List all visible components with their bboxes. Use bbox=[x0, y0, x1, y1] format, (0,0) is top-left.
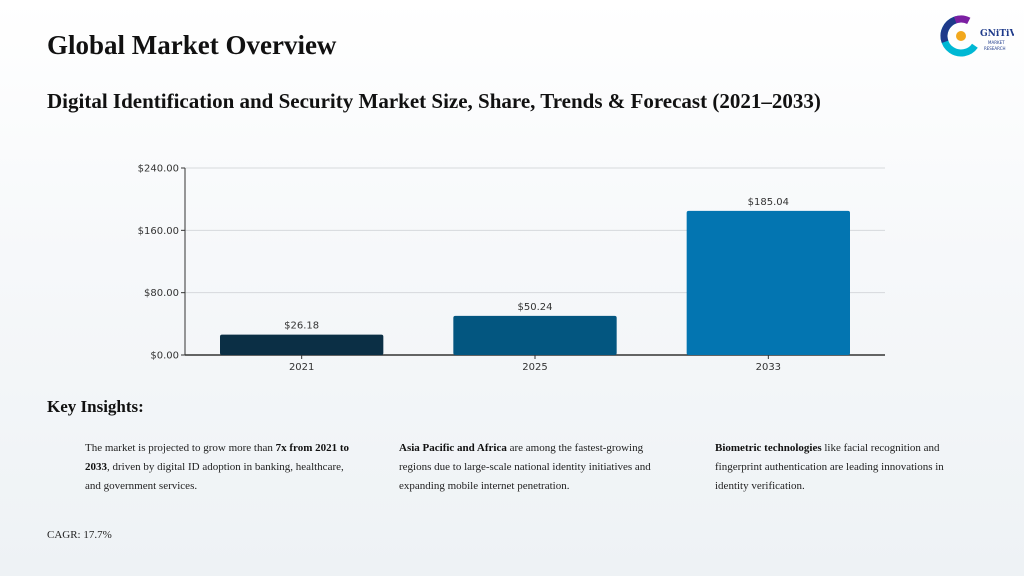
x-tick-label-2021: 2021 bbox=[289, 362, 314, 373]
brand-logo: GNiTiVE MARKET RESEARCH bbox=[940, 14, 1023, 58]
insight-regions-bold: Asia Pacific and Africa bbox=[399, 442, 507, 454]
bar-2033 bbox=[686, 210, 850, 355]
insight-growth-post: , driven by digital ID adoption in banki… bbox=[85, 461, 344, 492]
logo-word: GNiTiVE bbox=[980, 29, 1014, 39]
y-tick-label: $240.00 bbox=[138, 164, 179, 175]
insight-growth-pre: The market is projected to grow more tha… bbox=[85, 442, 276, 454]
data-label-2025: $50.24 bbox=[518, 302, 553, 313]
insight-regions-post: are among the fastest-growing regions du… bbox=[399, 442, 651, 492]
y-tick-label: $80.00 bbox=[144, 288, 179, 299]
insight-biometrics: Biometric technologies like facial recog… bbox=[715, 439, 965, 496]
insight-biometrics-post: like facial recognition and fingerprint … bbox=[715, 442, 944, 492]
insight-growth: The market is projected to grow more tha… bbox=[85, 439, 360, 496]
insight-biometrics-bold: Biometric technologies bbox=[715, 442, 822, 454]
y-tick-label: $0.00 bbox=[150, 351, 179, 362]
data-label-2033: $185.04 bbox=[748, 197, 789, 208]
cagr-note: CAGR: 17.7% bbox=[47, 529, 112, 541]
y-tick-label: $160.00 bbox=[138, 226, 179, 237]
x-tick-label-2033: 2033 bbox=[756, 362, 781, 373]
market-size-bar-chart: $0.00 $80.00 $160.00 $240.00 $26.18 2021 $50.2… bbox=[138, 164, 885, 373]
page-title: Global Market Overview bbox=[47, 30, 337, 60]
insight-regions: Asia Pacific and Africa are among the fa… bbox=[399, 439, 674, 496]
page-subtitle: Digital Identification and Security Mark… bbox=[47, 89, 821, 113]
data-label-2021: $26.18 bbox=[284, 321, 319, 332]
bar-2021 bbox=[220, 334, 384, 355]
brand-logo-icon: GNiTiVE MARKET RESEARCH bbox=[940, 15, 1023, 57]
key-insights-heading: Key Insights: bbox=[47, 397, 144, 416]
logo-line1: MARKET bbox=[988, 40, 1005, 45]
x-tick-label-2025: 2025 bbox=[522, 362, 547, 373]
insight-growth-bold: 7x from 2021 to 2033 bbox=[85, 442, 350, 473]
bar-2025 bbox=[453, 315, 617, 355]
logo-line2: RESEARCH bbox=[984, 46, 1006, 51]
